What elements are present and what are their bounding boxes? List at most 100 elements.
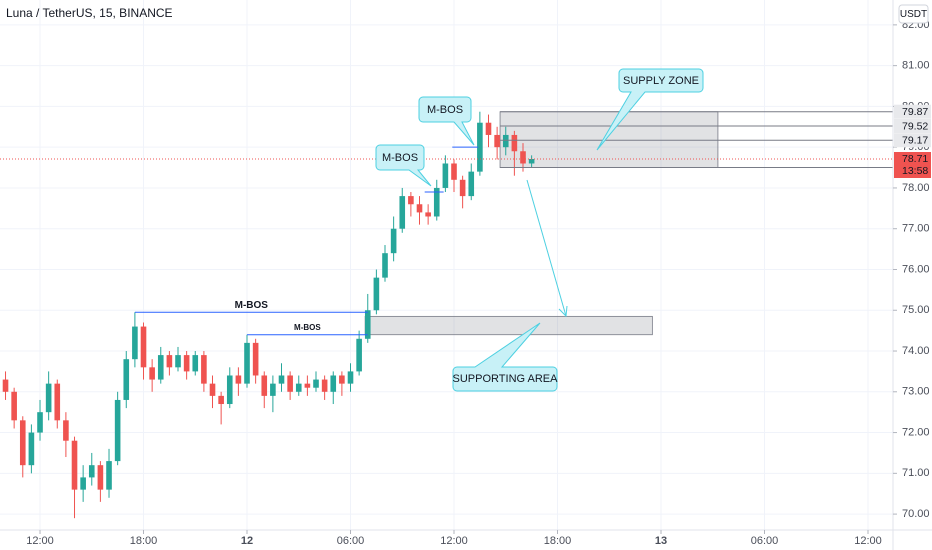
callout-text: M-BOS bbox=[382, 152, 418, 164]
candle-body bbox=[459, 179, 466, 197]
candle-body bbox=[416, 204, 423, 213]
candle-body bbox=[528, 159, 535, 164]
candle-body bbox=[11, 391, 17, 421]
candle-body bbox=[175, 355, 181, 368]
candle-body bbox=[364, 310, 371, 339]
price-tag bbox=[894, 104, 931, 119]
x-tick-label: 13 bbox=[655, 535, 667, 547]
candle-body bbox=[45, 383, 52, 413]
candle-body bbox=[166, 355, 173, 368]
callout-text: SUPPLY ZONE bbox=[623, 75, 699, 87]
candle-body bbox=[295, 383, 302, 392]
x-tick-label: 12:00 bbox=[854, 535, 882, 547]
candle-body bbox=[485, 122, 492, 135]
y-tick-label: 75.00 bbox=[902, 304, 930, 316]
axes: 70.00 71.00 72.00 73.00 74.00 75.00 76.00 77.00… bbox=[26, 19, 931, 547]
y-tick-label: 72.00 bbox=[902, 426, 930, 438]
candle-body bbox=[28, 432, 35, 466]
candle-body bbox=[37, 412, 43, 433]
chart-title: Luna / TetherUS, 15, BINANCE bbox=[6, 6, 173, 20]
price-tag bbox=[894, 118, 931, 133]
candle-body bbox=[244, 342, 250, 384]
candle-body bbox=[218, 395, 224, 405]
candle-body bbox=[287, 375, 293, 392]
callout: M-BOS bbox=[418, 96, 475, 146]
candle-body bbox=[183, 355, 190, 372]
y-tick-label: 71.00 bbox=[902, 467, 930, 479]
candle-body bbox=[54, 383, 61, 421]
candle-body bbox=[2, 379, 9, 392]
price-tag-label: 79.52 bbox=[902, 120, 928, 132]
candle-body bbox=[106, 461, 112, 490]
candle-body bbox=[88, 465, 95, 478]
candle-body bbox=[425, 212, 431, 217]
candle-body bbox=[494, 134, 500, 148]
candle-body bbox=[399, 196, 406, 229]
callout-box bbox=[452, 322, 558, 392]
callout-box bbox=[596, 68, 704, 151]
candle-body bbox=[477, 122, 483, 172]
price-tag-label: 79.87 bbox=[902, 106, 928, 118]
y-tick-label: 77.00 bbox=[902, 223, 930, 235]
candle-body bbox=[408, 196, 414, 205]
x-tick-label: 12:00 bbox=[26, 535, 54, 547]
callout-text: SUPPORTING AREA bbox=[453, 373, 559, 385]
y-tick-label: 81.00 bbox=[902, 60, 930, 72]
current-price-label: 78.71 bbox=[902, 153, 928, 165]
candle-body bbox=[382, 253, 388, 278]
callout-box bbox=[375, 144, 432, 187]
candles bbox=[2, 111, 535, 519]
currency-button[interactable] bbox=[898, 4, 929, 24]
candle-body bbox=[502, 134, 509, 148]
candle-body bbox=[19, 420, 26, 466]
countdown-label: 13:58 bbox=[902, 165, 928, 177]
callout: M-BOS bbox=[375, 144, 432, 187]
candle-body bbox=[433, 187, 440, 217]
candle-body bbox=[339, 375, 345, 384]
candle-body bbox=[149, 367, 155, 380]
candle-body bbox=[140, 326, 147, 368]
candle-body bbox=[321, 379, 328, 392]
y-tick-label: 78.00 bbox=[902, 182, 930, 194]
x-tick-label: 18:00 bbox=[130, 535, 158, 547]
currency-label[interactable]: USDT bbox=[900, 9, 927, 20]
candle-body bbox=[261, 375, 268, 396]
candle-body bbox=[390, 228, 397, 254]
callout-box bbox=[418, 96, 475, 146]
candle-body bbox=[313, 379, 319, 388]
candle-body bbox=[252, 342, 259, 376]
x-tick-label: 18:00 bbox=[544, 535, 572, 547]
arrow-head bbox=[558, 305, 568, 318]
candle-body bbox=[347, 371, 354, 384]
arrow bbox=[526, 179, 568, 318]
arrow-line bbox=[526, 179, 567, 317]
candle-body bbox=[278, 375, 285, 384]
y-tick-label: 76.00 bbox=[902, 263, 930, 275]
callout-text: M-BOS bbox=[427, 104, 463, 116]
candle-body bbox=[511, 134, 518, 152]
x-tick-label: 06:00 bbox=[337, 535, 365, 547]
current-price-tag bbox=[894, 152, 931, 178]
zones bbox=[364, 111, 719, 336]
y-tick-label: 74.00 bbox=[902, 345, 930, 357]
x-tick-label: 12 bbox=[241, 535, 253, 547]
candle-body bbox=[451, 163, 457, 180]
zone bbox=[364, 315, 653, 336]
candle-body bbox=[468, 171, 475, 197]
candle-body bbox=[442, 163, 449, 188]
candle-body bbox=[71, 440, 78, 490]
price-tag bbox=[894, 133, 931, 148]
y-tick-label: 73.00 bbox=[902, 386, 930, 398]
candle-body bbox=[330, 375, 337, 392]
callout: SUPPLY ZONE bbox=[596, 68, 704, 151]
candle-body bbox=[123, 359, 130, 400]
candle-body bbox=[114, 399, 121, 462]
callout: SUPPORTING AREA bbox=[452, 322, 559, 392]
candle-body bbox=[356, 338, 362, 372]
candle-body bbox=[209, 383, 216, 396]
y-tick-label: 70.00 bbox=[902, 508, 930, 520]
bos-label: M-BOS bbox=[235, 300, 269, 311]
candle-body bbox=[201, 355, 207, 384]
